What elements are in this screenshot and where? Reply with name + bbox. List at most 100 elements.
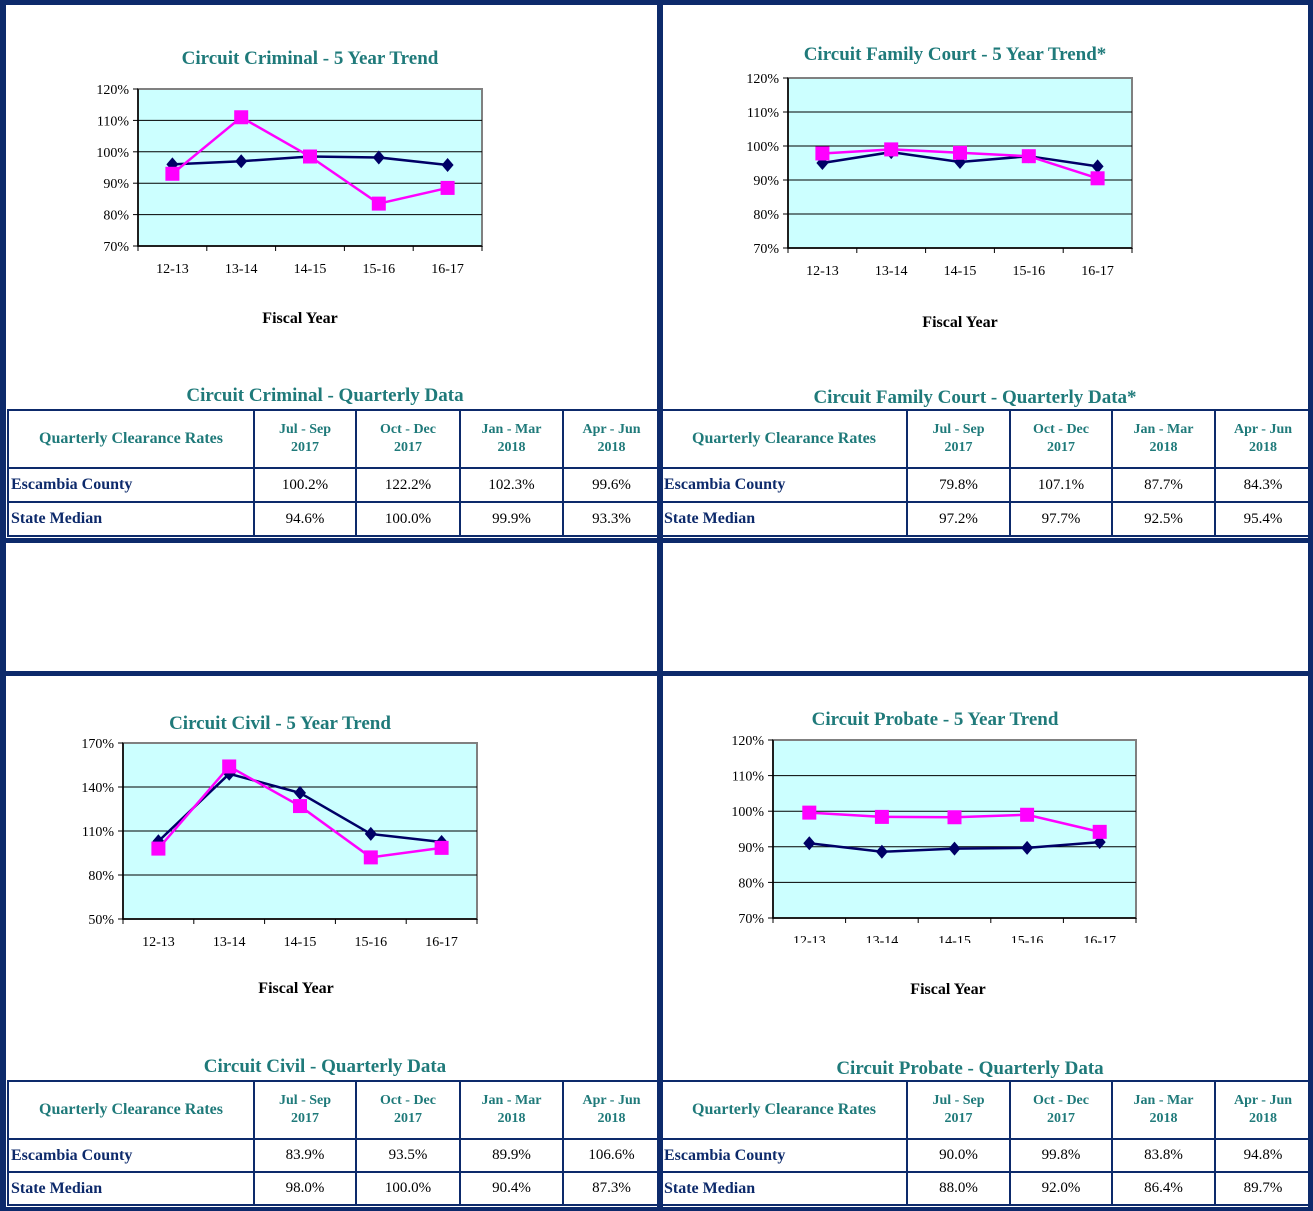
table-cell: 88.0% xyxy=(906,1171,1011,1206)
row-label: State Median xyxy=(660,1171,908,1206)
corner-label: Quarterly Clearance Rates xyxy=(7,1080,255,1140)
quarterly-table-probate: Quarterly Clearance Rates Jul - Sep 2017 … xyxy=(660,1080,1312,1206)
frame-center xyxy=(657,0,663,1211)
data-point-county xyxy=(1090,171,1105,186)
row-label: Escambia County xyxy=(7,1138,255,1173)
table-cell: 84.3% xyxy=(1214,467,1312,503)
frame-bottom xyxy=(0,1207,1313,1211)
x-tick-label: 14-15 xyxy=(938,934,971,943)
y-tick-label: 90% xyxy=(753,174,779,189)
table-cell: 90.4% xyxy=(459,1171,564,1206)
x-axis-title-civil: Fiscal Year xyxy=(258,980,334,997)
table-row: State Median 94.6% 100.0% 99.9% 93.3% xyxy=(7,501,661,537)
quarterly-table-criminal: Quarterly Clearance Rates Jul - Sep 2017 … xyxy=(7,409,661,537)
quarterly-title-civil: Circuit Civil - Quarterly Data xyxy=(203,1056,447,1077)
trend-chart-civil: 50% 80% 110% 140% 170% 12-13 13-14 14-15 15-16 16… xyxy=(81,737,478,950)
trend-chart-criminal: 70% 80% 90% 100% 110% 120% 12-13 13-14 14-15 15-1… xyxy=(96,83,483,277)
data-point-county xyxy=(947,810,962,825)
trend-chart-probate: 70% 80% 90% 100% 110% 120% 12-13 13-14 14-15 15-1… xyxy=(731,734,1137,943)
col-header-q1: Jul - Sep 2017 xyxy=(906,1080,1011,1140)
col-header-q3: Jan - Mar 2018 xyxy=(459,1080,564,1140)
col-header-q2: Oct - Dec 2017 xyxy=(355,409,461,469)
table-cell: 79.8% xyxy=(906,467,1011,503)
y-tick-label: 120% xyxy=(731,734,764,749)
trend-title-family: Circuit Family Court - 5 Year Trend* xyxy=(803,44,1107,65)
x-axis-title-criminal: Fiscal Year xyxy=(262,310,338,327)
table-cell: 97.2% xyxy=(906,501,1011,537)
table-cell: 99.6% xyxy=(562,467,661,503)
frame-right xyxy=(1308,0,1313,1211)
table-cell: 83.8% xyxy=(1111,1138,1216,1173)
frame-mid-bottom xyxy=(0,671,1313,676)
data-point-median xyxy=(948,841,961,856)
y-tick-label: 110% xyxy=(82,825,114,840)
y-tick-label: 90% xyxy=(738,841,764,856)
data-point-median xyxy=(441,157,454,172)
table-cell: 95.4% xyxy=(1214,501,1312,537)
trend-chart-family: 70% 80% 90% 100% 110% 120% 12-13 13-14 14-15 15-1… xyxy=(746,72,1133,279)
table-cell: 93.3% xyxy=(562,501,661,537)
data-point-county xyxy=(884,142,899,157)
table-cell: 93.5% xyxy=(355,1138,461,1173)
frame-top xyxy=(0,0,1313,5)
row-label: State Median xyxy=(7,501,255,537)
y-tick-label: 80% xyxy=(753,208,779,223)
quarterly-table-civil: Quarterly Clearance Rates Jul - Sep 2017 … xyxy=(7,1080,661,1206)
y-tick-label: 110% xyxy=(747,106,779,121)
y-tick-label: 50% xyxy=(88,913,114,928)
data-point-county xyxy=(363,850,378,865)
data-point-median xyxy=(372,150,385,165)
table-cell: 89.9% xyxy=(459,1138,564,1173)
table-cell: 99.8% xyxy=(1009,1138,1113,1173)
y-tick-label: 80% xyxy=(103,209,129,224)
data-point-county xyxy=(293,799,307,814)
quarterly-title-family: Circuit Family Court - Quarterly Data* xyxy=(813,387,1137,408)
table-cell: 97.7% xyxy=(1009,501,1113,537)
table-cell: 92.5% xyxy=(1111,501,1216,537)
x-tick-label: 12-13 xyxy=(142,935,175,950)
table-cell: 107.1% xyxy=(1009,467,1113,503)
data-point-county xyxy=(1021,149,1036,164)
y-tick-label: 70% xyxy=(738,912,764,927)
x-tick-label: 12-13 xyxy=(793,934,826,943)
col-header-q1: Jul - Sep 2017 xyxy=(253,409,357,469)
x-tick-label: 15-16 xyxy=(362,262,395,277)
y-tick-label: 100% xyxy=(731,805,764,820)
x-tick-label: 14-15 xyxy=(944,264,977,279)
x-tick-label: 13-14 xyxy=(225,262,258,277)
table-cell: 100.0% xyxy=(355,1171,461,1206)
y-tick-label: 110% xyxy=(732,770,764,785)
x-tick-label: 13-14 xyxy=(875,264,908,279)
col-header-q4: Apr - Jun 2018 xyxy=(562,409,661,469)
x-tick-label: 14-15 xyxy=(294,262,327,277)
table-cell: 102.3% xyxy=(459,467,564,503)
table-row: Escambia County 90.0% 99.8% 83.8% 94.8% xyxy=(660,1138,1312,1173)
y-tick-label: 100% xyxy=(746,140,779,155)
y-tick-label: 80% xyxy=(88,869,114,884)
y-tick-label: 80% xyxy=(738,876,764,891)
data-point-median xyxy=(235,154,248,169)
table-cell: 87.3% xyxy=(562,1171,661,1206)
table-cell: 87.7% xyxy=(1111,467,1216,503)
trend-title-criminal: Circuit Criminal - 5 Year Trend xyxy=(181,48,439,69)
data-point-county xyxy=(1020,807,1035,822)
table-cell: 100.0% xyxy=(355,501,461,537)
x-tick-label: 16-17 xyxy=(431,262,464,277)
data-point-median xyxy=(223,766,236,781)
x-tick-label: 14-15 xyxy=(284,935,317,950)
table-cell: 98.0% xyxy=(253,1171,357,1206)
data-point-county xyxy=(222,759,237,774)
col-header-q2: Oct - Dec 2017 xyxy=(1009,409,1113,469)
quarterly-title-probate: Circuit Probate - Quarterly Data xyxy=(836,1058,1104,1079)
data-point-median xyxy=(803,836,816,851)
x-tick-label: 15-16 xyxy=(354,935,387,950)
x-tick-label: 12-13 xyxy=(156,262,189,277)
x-tick-label: 13-14 xyxy=(213,935,246,950)
y-tick-label: 120% xyxy=(746,72,779,87)
plot-area xyxy=(772,739,1137,919)
row-label: State Median xyxy=(7,1171,255,1206)
corner-label: Quarterly Clearance Rates xyxy=(660,409,908,469)
y-tick-label: 70% xyxy=(753,242,779,257)
row-label: Escambia County xyxy=(7,467,255,503)
